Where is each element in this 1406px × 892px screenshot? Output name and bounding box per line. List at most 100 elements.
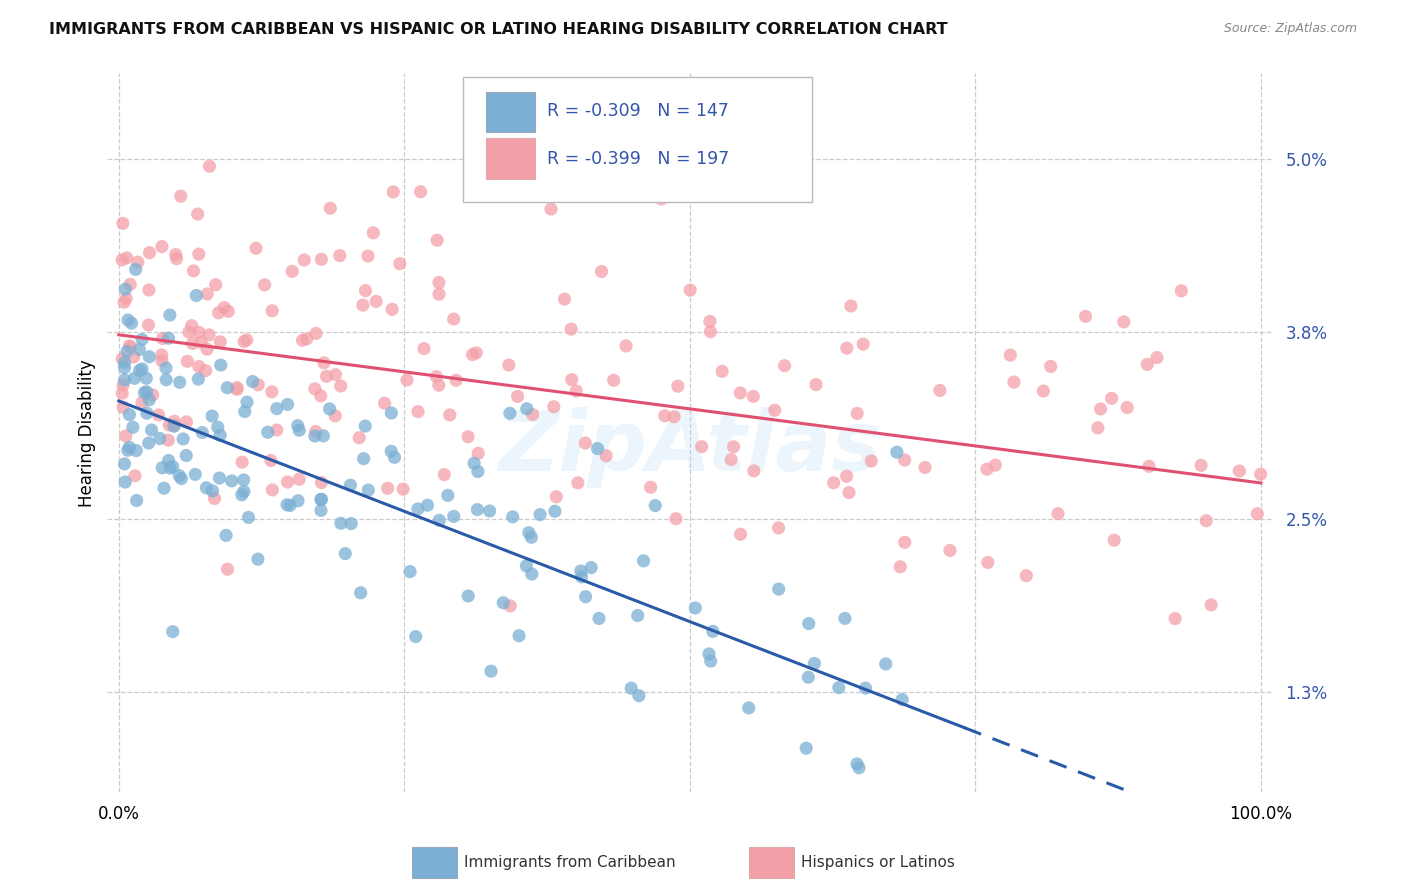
- Point: [131, 395, 153, 409]
- Point: [157, 434, 180, 448]
- Point: [233, 404, 256, 418]
- Point: [723, 440, 745, 454]
- Point: [1146, 351, 1168, 365]
- Point: [242, 375, 264, 389]
- Point: [163, 419, 186, 434]
- Point: [666, 379, 689, 393]
- Point: [520, 530, 543, 544]
- Point: [187, 372, 209, 386]
- Point: [155, 373, 177, 387]
- Point: [835, 469, 858, 483]
- Point: [353, 451, 375, 466]
- Point: [546, 490, 568, 504]
- Point: [194, 364, 217, 378]
- Point: [138, 318, 160, 332]
- Point: [579, 560, 602, 574]
- Point: [567, 475, 589, 490]
- Point: [204, 277, 226, 292]
- Point: [288, 472, 311, 486]
- Point: [529, 508, 551, 522]
- Point: [569, 564, 592, 578]
- Point: [1000, 348, 1022, 362]
- Point: [846, 406, 869, 420]
- Point: [124, 371, 146, 385]
- Point: [679, 283, 702, 297]
- Point: [232, 473, 254, 487]
- Point: [226, 382, 249, 396]
- Point: [380, 406, 402, 420]
- Point: [1090, 401, 1112, 416]
- Point: [522, 408, 544, 422]
- Point: [159, 308, 181, 322]
- Point: [311, 475, 333, 490]
- Point: [515, 558, 537, 573]
- Point: [309, 389, 332, 403]
- Point: [565, 384, 588, 398]
- Point: [1074, 310, 1097, 324]
- Point: [839, 299, 862, 313]
- Point: [603, 373, 626, 387]
- Point: [427, 276, 450, 290]
- Point: [118, 441, 141, 455]
- Point: [209, 428, 232, 442]
- Point: [405, 630, 427, 644]
- Point: [499, 406, 522, 420]
- Point: [162, 459, 184, 474]
- Point: [166, 252, 188, 266]
- Point: [388, 257, 411, 271]
- Point: [406, 502, 429, 516]
- Point: [304, 429, 326, 443]
- Point: [828, 681, 851, 695]
- Point: [834, 611, 856, 625]
- Point: [162, 624, 184, 639]
- Point: [554, 292, 576, 306]
- Point: [640, 480, 662, 494]
- Point: [891, 692, 914, 706]
- Point: [208, 471, 231, 485]
- Point: [399, 565, 422, 579]
- Point: [685, 601, 707, 615]
- Point: [768, 521, 790, 535]
- Point: [662, 409, 685, 424]
- Point: [120, 340, 142, 354]
- Point: [201, 409, 224, 423]
- Point: [498, 358, 520, 372]
- Point: [277, 397, 299, 411]
- Point: [517, 525, 540, 540]
- Point: [187, 359, 209, 374]
- Point: [138, 436, 160, 450]
- Point: [169, 468, 191, 483]
- Point: [794, 741, 817, 756]
- Point: [111, 386, 134, 401]
- Point: [262, 303, 284, 318]
- Point: [425, 369, 447, 384]
- Point: [329, 379, 352, 393]
- Point: [889, 559, 911, 574]
- FancyBboxPatch shape: [486, 92, 534, 132]
- Point: [427, 378, 450, 392]
- FancyBboxPatch shape: [486, 138, 534, 178]
- Point: [702, 624, 724, 639]
- Point: [1087, 421, 1109, 435]
- Point: [217, 304, 239, 318]
- Point: [127, 255, 149, 269]
- Point: [118, 408, 141, 422]
- Point: [311, 492, 333, 507]
- Point: [443, 509, 465, 524]
- Point: [457, 430, 479, 444]
- Point: [181, 336, 204, 351]
- Point: [467, 502, 489, 516]
- Point: [174, 449, 197, 463]
- Point: [138, 283, 160, 297]
- Point: [520, 567, 543, 582]
- Point: [586, 442, 609, 456]
- Point: [354, 419, 377, 434]
- Point: [128, 363, 150, 377]
- Point: [217, 562, 239, 576]
- Point: [427, 513, 450, 527]
- Point: [633, 554, 655, 568]
- Point: [914, 460, 936, 475]
- Point: [148, 408, 170, 422]
- Point: [256, 425, 278, 440]
- Text: Source: ZipAtlas.com: Source: ZipAtlas.com: [1223, 22, 1357, 36]
